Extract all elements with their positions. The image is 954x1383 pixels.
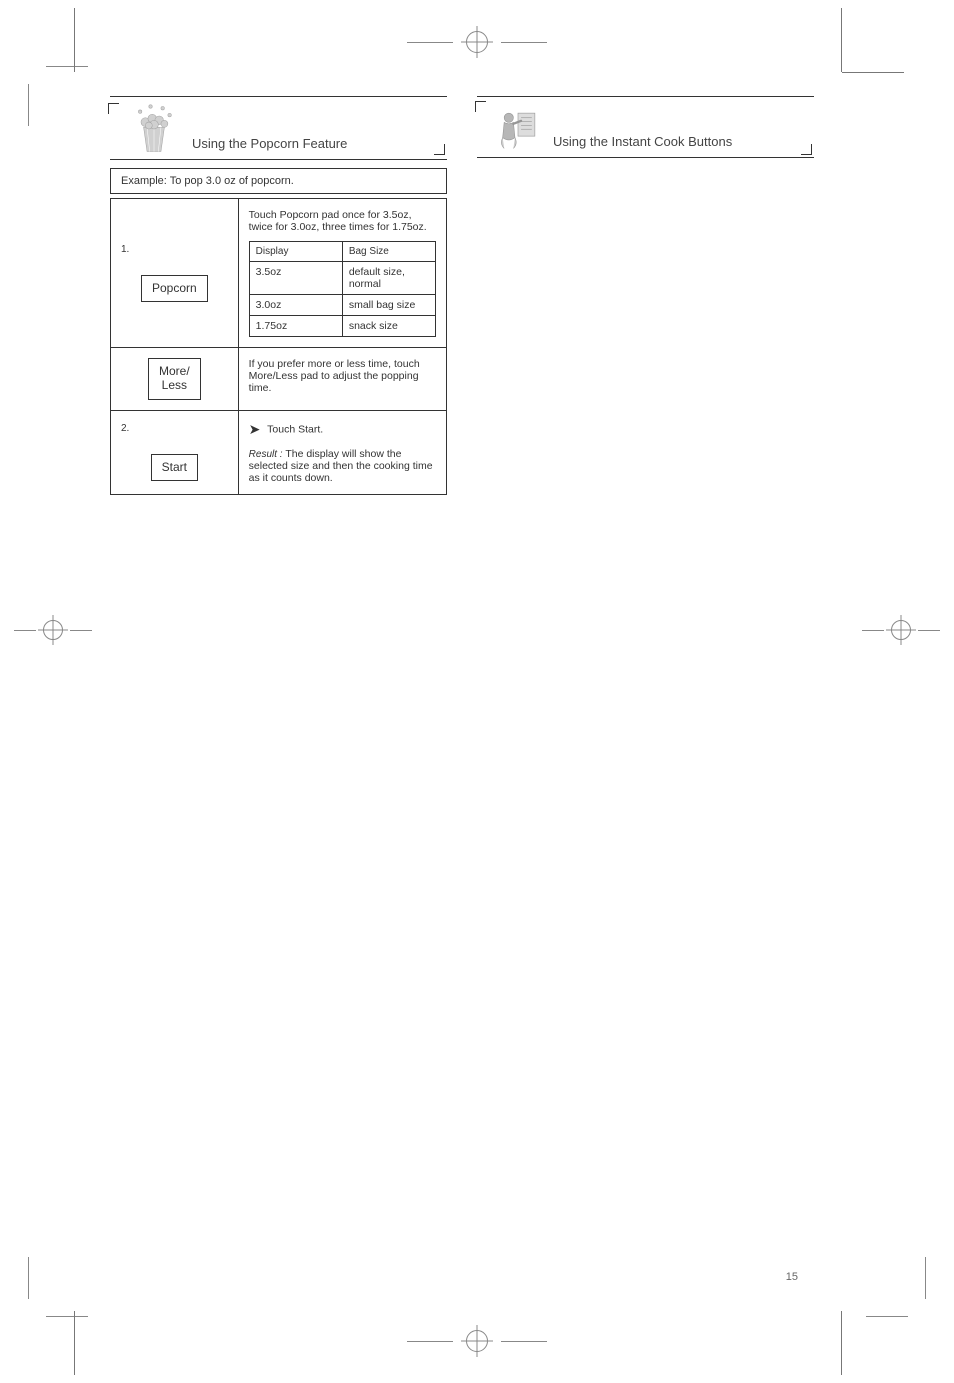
- bracket-icon: [800, 103, 810, 153]
- crop-corner-br: [866, 1257, 926, 1317]
- button-label-line: More/: [159, 364, 190, 378]
- page-number: 15: [786, 1271, 798, 1283]
- page-edge: [74, 8, 75, 72]
- step-description: If you prefer more or less time, touch M…: [238, 348, 446, 411]
- crop-corner-bl: [28, 1257, 88, 1317]
- bracket-icon: [110, 105, 120, 155]
- steps-table: 1. Popcorn Touch Popcorn pad once for 3.…: [110, 198, 447, 495]
- bag-size-table: Display Bag Size 3.5oz default size, nor…: [249, 241, 436, 337]
- result-label: Result :: [249, 449, 283, 460]
- crop-corner-tl: [28, 66, 88, 126]
- arrow-right-icon: ➤: [249, 421, 261, 438]
- mini-header: Bag Size: [342, 242, 435, 262]
- mini-cell: default size, normal: [342, 262, 435, 295]
- mini-cell: 3.5oz: [249, 262, 342, 295]
- page-edge: [74, 1311, 75, 1375]
- bracket-icon: [433, 103, 443, 153]
- table-row: 1. Popcorn Touch Popcorn pad once for 3.…: [111, 199, 447, 348]
- crop-mark-left: [18, 612, 88, 648]
- mini-cell: 3.0oz: [249, 295, 342, 316]
- popcorn-icon: [128, 103, 180, 155]
- mini-header: Display: [249, 242, 342, 262]
- button-label-line: Less: [162, 378, 187, 392]
- popcorn-button: Popcorn: [141, 275, 208, 303]
- right-column: Using the Instant Cook Buttons: [477, 96, 814, 1263]
- table-row: 2. Start ➤ Touch Start. Result : The dis…: [111, 410, 447, 494]
- mini-cell: snack size: [342, 316, 435, 337]
- mini-cell: 1.75oz: [249, 316, 342, 337]
- person-panel-icon: [495, 107, 541, 153]
- more-less-button: More/ Less: [148, 358, 201, 400]
- page-edge: [841, 8, 842, 72]
- mini-cell: small bag size: [342, 295, 435, 316]
- step-description: Touch Popcorn pad once for 3.5oz, twice …: [249, 209, 436, 233]
- crop-mark-right: [866, 612, 936, 648]
- step-number: 1.: [121, 244, 228, 255]
- section-header-instant: Using the Instant Cook Buttons: [477, 96, 814, 158]
- table-row: More/ Less If you prefer more or less ti…: [111, 348, 447, 411]
- crop-mark-bottom: [417, 1321, 537, 1361]
- section-title: Using the Popcorn Feature: [188, 136, 425, 155]
- page-edge: [841, 1311, 842, 1375]
- example-text: Example: To pop 3.0 oz of popcorn.: [110, 168, 447, 194]
- step-description: Touch Start.: [267, 423, 323, 435]
- section-title: Using the Instant Cook Buttons: [549, 134, 792, 153]
- section-header-popcorn: Using the Popcorn Feature: [110, 96, 447, 160]
- bracket-icon: [477, 103, 487, 153]
- left-column: Using the Popcorn Feature Example: To po…: [110, 96, 447, 1263]
- page-edge: [842, 72, 904, 73]
- crop-mark-top: [417, 22, 537, 62]
- start-button: Start: [151, 454, 198, 482]
- step-number: 2.: [121, 423, 228, 434]
- page-content: Using the Popcorn Feature Example: To po…: [110, 96, 814, 1263]
